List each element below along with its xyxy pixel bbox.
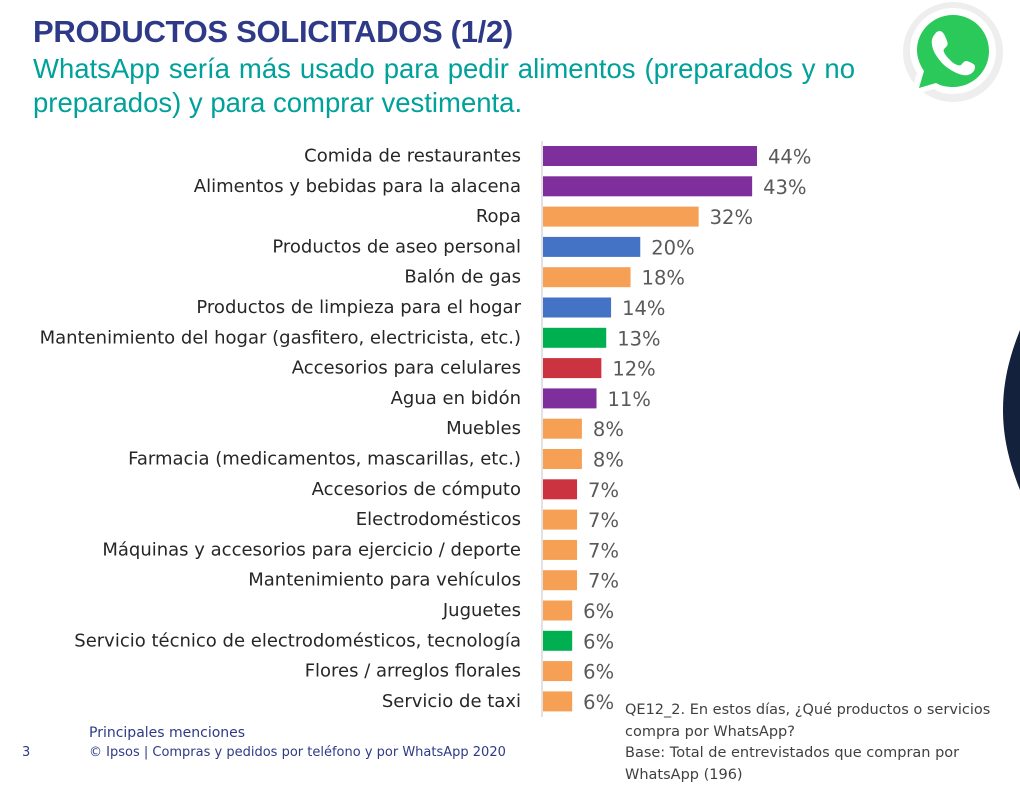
category-label: Comida de restaurantes bbox=[304, 146, 521, 167]
value-label: 6% bbox=[583, 630, 614, 653]
value-label: 7% bbox=[588, 539, 619, 562]
category-label: Mantenimiento del hogar (gasfitero, elec… bbox=[40, 327, 521, 348]
footnote-line: compra por WhatsApp? bbox=[625, 723, 795, 740]
question-footnote: QE12_2. En estos días, ¿Qué productos o … bbox=[625, 700, 1005, 786]
bar bbox=[543, 176, 753, 197]
category-label: Juguetes bbox=[442, 600, 521, 621]
bar bbox=[543, 418, 582, 439]
page-subtitle: WhatsApp sería más usado para pedir alim… bbox=[33, 53, 855, 118]
value-label: 7% bbox=[588, 479, 619, 502]
value-label: 44% bbox=[768, 146, 811, 169]
value-label: 18% bbox=[642, 267, 685, 290]
bar bbox=[543, 297, 612, 318]
whatsapp-logo-icon bbox=[903, 2, 1003, 102]
category-label: Mantenimiento para vehículos bbox=[248, 570, 521, 591]
category-label: Farmacia (medicamentos, mascarillas, etc… bbox=[128, 449, 521, 470]
bar bbox=[543, 539, 578, 560]
bar bbox=[543, 206, 699, 227]
value-label: 8% bbox=[593, 449, 624, 472]
bar bbox=[543, 388, 597, 409]
main-mentions-note: Principales menciones bbox=[89, 725, 246, 741]
category-label: Balón de gas bbox=[404, 267, 521, 288]
category-label: Accesorios de cómputo bbox=[312, 479, 521, 500]
category-label: Flores / arreglos florales bbox=[305, 661, 521, 682]
value-label: 7% bbox=[588, 509, 619, 532]
category-label: Alimentos y bebidas para la alacena bbox=[194, 176, 521, 197]
bar bbox=[543, 146, 757, 166]
value-label: 6% bbox=[583, 661, 614, 684]
footnote-line: Base: Total de entrevistados que compran… bbox=[625, 745, 960, 761]
bar bbox=[543, 691, 573, 712]
bar bbox=[543, 570, 578, 591]
bar bbox=[543, 479, 578, 500]
category-label: Servicio técnico de electrodomésticos, t… bbox=[74, 630, 521, 651]
page-number: 3 bbox=[22, 745, 31, 760]
decorative-arc bbox=[1003, 330, 1020, 490]
bar bbox=[543, 267, 631, 288]
bar bbox=[543, 630, 573, 651]
value-label: 13% bbox=[617, 327, 660, 350]
page-title: PRODUCTOS SOLICITADOS (1/2) bbox=[33, 14, 513, 49]
value-label: 14% bbox=[622, 297, 665, 320]
value-label: 12% bbox=[612, 358, 655, 381]
bar bbox=[543, 661, 573, 682]
bar bbox=[543, 327, 607, 348]
footnote-line: QE12_2. En estos días, ¿Qué productos o … bbox=[625, 702, 991, 718]
category-label: Agua en bidón bbox=[391, 388, 521, 409]
bar bbox=[543, 449, 582, 469]
category-label: Máquinas y accesorios para ejercicio / d… bbox=[102, 539, 521, 560]
value-label: 7% bbox=[588, 570, 619, 593]
value-label: 8% bbox=[593, 418, 624, 441]
value-label: 20% bbox=[651, 236, 694, 259]
bar bbox=[543, 236, 641, 257]
copyright-text: © Ipsos | Compras y pedidos por teléfono… bbox=[89, 745, 506, 760]
category-label: Productos de limpieza para el hogar bbox=[196, 297, 521, 318]
horizontal-bar-chart: Comida de restaurantes 44% Alimentos y beb… bbox=[40, 141, 811, 717]
footnote-line: WhatsApp (196) bbox=[625, 766, 743, 783]
value-label: 32% bbox=[710, 206, 753, 229]
category-label: Productos de aseo personal bbox=[272, 236, 521, 257]
value-label: 6% bbox=[583, 691, 614, 714]
category-label: Electrodomésticos bbox=[356, 509, 521, 530]
bar bbox=[543, 600, 573, 621]
bar bbox=[543, 358, 602, 379]
value-label: 43% bbox=[763, 176, 806, 199]
category-label: Servicio de taxi bbox=[382, 691, 521, 712]
value-label: 11% bbox=[608, 388, 651, 411]
category-label: Ropa bbox=[476, 206, 521, 227]
category-label: Accesorios para celulares bbox=[292, 358, 521, 379]
bar bbox=[543, 509, 578, 530]
category-label: Muebles bbox=[446, 418, 521, 439]
value-label: 6% bbox=[583, 600, 614, 623]
